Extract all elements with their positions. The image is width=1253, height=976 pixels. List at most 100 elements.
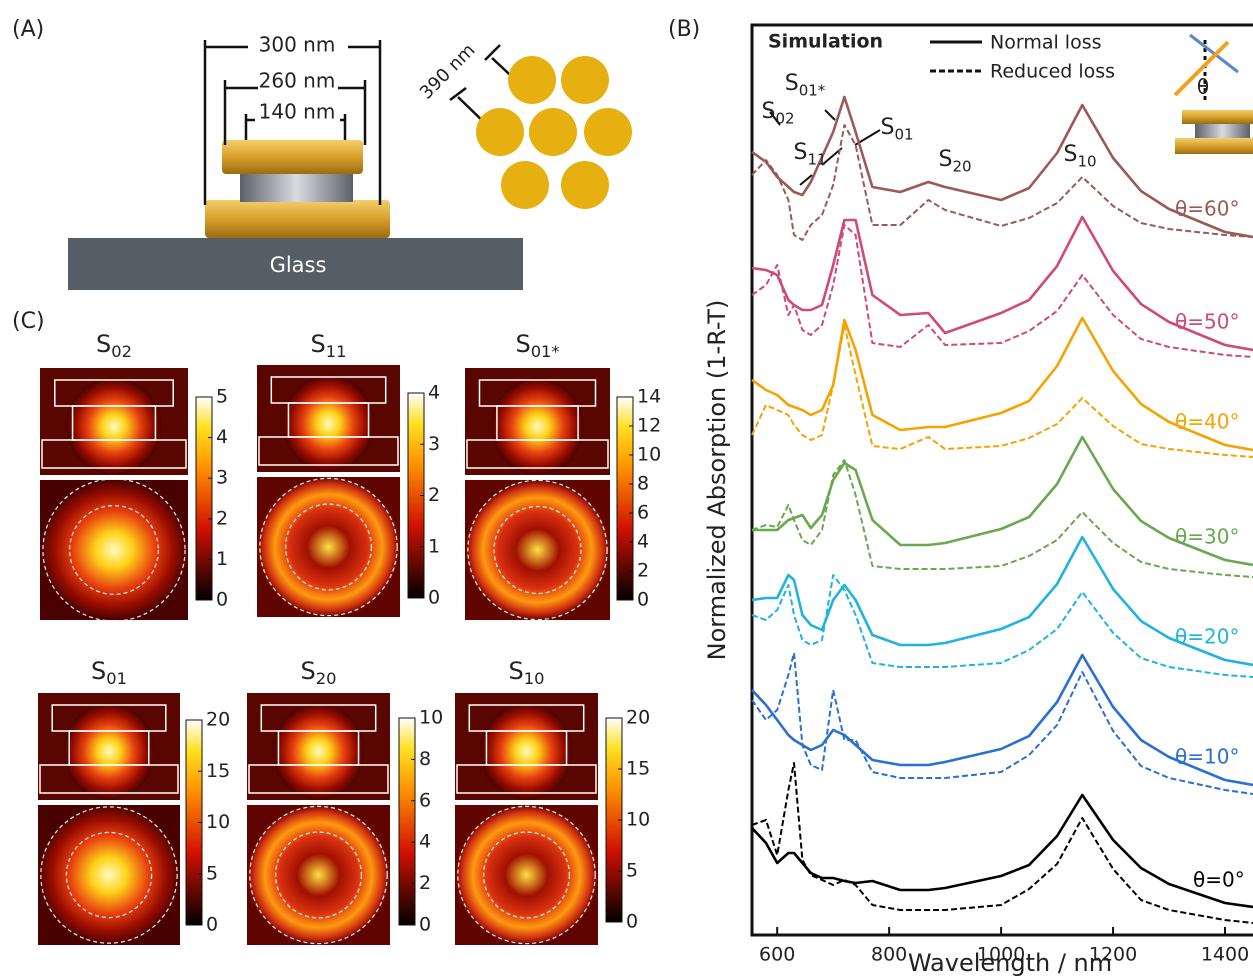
top-view-map: [455, 805, 598, 945]
x-tick-label: 1200: [1089, 944, 1137, 966]
top-view-map: [257, 477, 400, 617]
colorbar-tick-label: 5: [216, 386, 228, 408]
dimension-label: 140 nm: [259, 100, 336, 124]
map-title: S01*: [515, 330, 559, 361]
colorbar-tick-label: 8: [419, 748, 431, 770]
mode-label: S02: [761, 99, 794, 127]
side-view-hotspot: [67, 378, 162, 474]
mode-label: S11: [793, 140, 826, 168]
mode-label-main: S: [761, 99, 775, 124]
colorbar-tick-label: 1: [216, 548, 228, 570]
mode-label-sub: 02: [775, 109, 794, 127]
colorbar-tick-label: 10: [626, 809, 650, 831]
curve-label: θ=20°: [1175, 625, 1239, 649]
pitch-label: 390 nm: [416, 40, 480, 104]
colorbar-tick-label: 0: [206, 914, 218, 936]
mode-label-sub: 11: [807, 150, 826, 168]
reduced-loss-curve: [752, 460, 1253, 577]
top-view-map: [465, 480, 610, 620]
lattice: [476, 56, 632, 209]
map-title: S10: [509, 657, 545, 688]
map-title-main: S: [91, 657, 106, 685]
page: {"panel_a": {"label": "(A)", "dim_outer"…: [0, 0, 1253, 976]
mode-label-main: S: [938, 147, 952, 172]
inset: θ: [1175, 35, 1253, 154]
mode-label-main: S: [1063, 142, 1077, 167]
colorbar-tick-label: 0: [216, 589, 228, 611]
dimension-label: 300 nm: [259, 33, 336, 57]
inset-label: θ: [1197, 75, 1209, 99]
map-title-main: S: [301, 657, 316, 685]
reduced-loss-curve: [752, 325, 1253, 457]
colorbar-tick-label: 0: [626, 911, 638, 933]
colorbar-tick-label: 10: [419, 707, 443, 729]
colorbar-tick-label: 2: [428, 484, 440, 506]
curve-label: θ=10°: [1175, 745, 1239, 769]
colorbar-tick-label: 0: [419, 914, 431, 936]
panel-label: (A): [12, 17, 44, 42]
map-title-sub: 01*: [531, 342, 560, 361]
side-view-hotspot: [64, 703, 155, 799]
colorbar-tick-label: 10: [206, 811, 230, 833]
curve-label: θ=50°: [1175, 310, 1239, 334]
colorbar-tick-label: 6: [419, 789, 431, 811]
colorbar-tick-label: 15: [626, 758, 650, 780]
map-title-sub: 20: [316, 669, 337, 688]
glass-label: Glass: [270, 253, 327, 277]
reduced-loss-curve: [752, 763, 1253, 923]
side-view-hotspot: [273, 703, 365, 799]
map-title: S20: [301, 657, 337, 688]
colorbar-tick-label: 2: [637, 560, 649, 582]
curve-label: θ=40°: [1175, 410, 1239, 434]
panel-c: (C): [12, 309, 45, 334]
colorbar-tick-label: 4: [419, 831, 431, 853]
map-title: S01: [91, 657, 127, 688]
colorbar-tick-label: 3: [428, 433, 440, 455]
colorbar-tick-label: 8: [637, 473, 649, 495]
colorbar-tick-label: 6: [637, 502, 649, 524]
colorbar-tick-label: 2: [419, 872, 431, 894]
dimension-label: 260 nm: [259, 69, 336, 93]
map-title-main: S: [311, 330, 326, 358]
mode-label: S10: [1063, 142, 1096, 170]
colorbar: [617, 397, 633, 600]
top-view-map: [247, 805, 390, 945]
mode-label-main: S: [793, 140, 807, 165]
colorbar-tick-label: 5: [206, 862, 218, 884]
colorbar-tick-label: 20: [206, 709, 230, 731]
side-view-hotspot: [283, 375, 375, 471]
colorbar-tick-label: 20: [626, 707, 650, 729]
mode-label-sub: 20: [952, 157, 971, 175]
map-title-main: S: [96, 330, 111, 358]
colorbar-tick-label: 15: [206, 760, 230, 782]
panel-label: (B): [668, 17, 700, 42]
map-title: S02: [96, 330, 132, 361]
reduced-loss-curve: [752, 653, 1253, 794]
curve-label: θ=30°: [1175, 525, 1239, 549]
x-tick-label: 1000: [977, 944, 1025, 966]
colorbar-tick-label: 12: [637, 415, 661, 437]
legend-label: Normal loss: [990, 32, 1102, 54]
curve-label: θ=60°: [1175, 197, 1239, 221]
mode-label-sub: 01*: [799, 81, 826, 99]
curve-label: θ=0°: [1193, 868, 1245, 892]
normal-loss-curve: [752, 795, 1253, 907]
colorbar-tick-label: 10: [637, 444, 661, 466]
map-title-sub: 01: [106, 669, 127, 688]
colorbar: [399, 718, 415, 925]
map-title-sub: 11: [326, 342, 347, 361]
colorbar-tick-label: 4: [216, 426, 228, 448]
colorbar-tick-label: 2: [216, 507, 228, 529]
panel-a: (A) Glass 300 nm 260 nm 140 nm 390 nm: [12, 17, 632, 290]
x-tick-label: 1400: [1201, 944, 1249, 966]
side-view-hotspot: [481, 703, 573, 799]
x-tick-label: 800: [871, 944, 907, 966]
panel-label: (C): [12, 309, 45, 334]
mode-label: S20: [938, 147, 971, 175]
colorbar-tick-label: 0: [637, 589, 649, 611]
spacer: [240, 172, 353, 202]
colorbar-tick-label: 1: [428, 535, 440, 557]
map-title: S11: [311, 330, 347, 361]
mode-label: S01: [880, 115, 913, 143]
colorbar-tick-label: 4: [637, 531, 649, 553]
